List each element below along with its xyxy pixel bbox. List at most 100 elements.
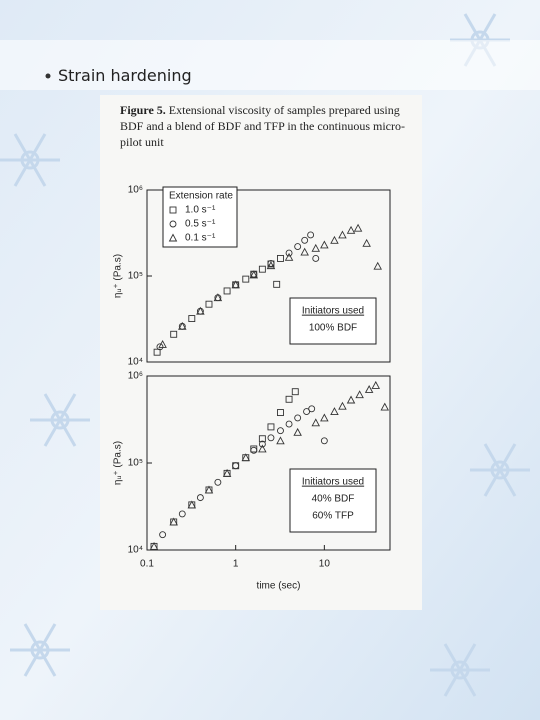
y-tick-label: 10⁶: [128, 185, 143, 196]
marker-triangle: [311, 418, 321, 427]
marker-triangle: [355, 390, 364, 399]
marker-square: [169, 206, 177, 214]
marker-circle: [308, 405, 316, 413]
annotation-box: [289, 297, 377, 345]
marker-circle: [196, 494, 204, 502]
y-axis-label: ηᵤ⁺ (Pa.s): [113, 254, 124, 298]
caption-label: Figure 5.: [120, 103, 166, 117]
annotation-text: Initiators used: [302, 306, 364, 317]
marker-triangle: [213, 293, 223, 302]
figure-image: [100, 95, 422, 610]
marker-triangle: [293, 427, 302, 436]
annotation-text: 100% BDF: [309, 323, 357, 334]
marker-triangle: [284, 252, 294, 261]
caption-line: Figure 5. Extensional viscosity of sampl…: [120, 103, 400, 117]
marker-square: [267, 423, 275, 431]
y-tick-label: 10⁴: [128, 545, 143, 556]
marker-triangle: [178, 321, 187, 330]
x-tick-label: 10: [319, 559, 331, 570]
marker-triangle: [320, 240, 329, 249]
annotation-text: 40% BDF: [312, 494, 355, 505]
marker-circle: [312, 254, 320, 262]
marker-square: [205, 300, 213, 308]
marker-circle: [267, 434, 275, 442]
marker-circle: [267, 259, 275, 267]
marker-triangle: [168, 233, 178, 242]
marker-circle: [294, 243, 302, 251]
marker-circle: [250, 446, 258, 454]
marker-triangle: [300, 247, 309, 256]
caption-line: pilot unit: [120, 135, 164, 149]
marker-circle: [178, 510, 186, 518]
marker-square: [242, 275, 250, 283]
marker-triangle: [196, 306, 205, 315]
marker-circle: [232, 462, 240, 470]
title-band: [0, 40, 540, 90]
y-tick-label: 10⁴: [128, 357, 143, 368]
marker-square: [170, 330, 178, 338]
y-axis-label: ηᵤ⁺ (Pa.s): [113, 441, 124, 485]
y-tick-label: 10⁶: [128, 371, 143, 382]
y-tick-label: 10⁵: [128, 458, 143, 469]
marker-square: [258, 435, 266, 443]
marker-triangle: [187, 500, 197, 509]
marker-triangle: [276, 436, 285, 445]
marker-circle: [277, 427, 284, 435]
marker-triangle: [338, 230, 347, 239]
x-axis-label: time (sec): [257, 581, 301, 592]
marker-circle: [258, 440, 266, 448]
marker-square: [258, 265, 266, 273]
marker-triangle: [320, 413, 329, 422]
marker-circle: [159, 531, 167, 539]
marker-circle: [169, 220, 177, 228]
marker-triangle: [353, 223, 363, 232]
marker-triangle: [373, 261, 382, 270]
bullet-dot: [45, 73, 51, 79]
marker-circle: [285, 420, 293, 428]
marker-triangle: [362, 238, 371, 247]
marker-triangle: [266, 261, 276, 270]
caption-line: BDF and a blend of BDF and TFP in the co…: [120, 119, 405, 133]
marker-circle: [285, 249, 293, 257]
x-tick-label: 0.1: [140, 559, 154, 570]
x-tick-label: 1: [233, 559, 239, 570]
marker-circle: [156, 343, 164, 351]
marker-square: [188, 315, 196, 323]
marker-square: [153, 348, 161, 356]
annotation-text: Initiators used: [302, 477, 364, 488]
legend-label: 1.0 s⁻¹: [185, 205, 216, 216]
marker-triangle: [169, 517, 178, 526]
y-tick-label: 10⁵: [128, 271, 143, 282]
marker-triangle: [204, 485, 214, 494]
bullet-text: Strain hardening: [58, 66, 192, 85]
marker-circle: [320, 437, 328, 445]
annotation-box: [289, 468, 377, 533]
marker-triangle: [338, 401, 347, 410]
marker-triangle: [380, 402, 390, 411]
marker-triangle: [330, 235, 339, 244]
marker-circle: [294, 414, 302, 422]
marker-square: [223, 287, 231, 295]
marker-triangle: [222, 468, 232, 477]
marker-circle: [307, 231, 315, 239]
annotation-text: 60% TFP: [312, 511, 354, 522]
marker-triangle: [241, 453, 251, 462]
marker-square: [285, 395, 293, 403]
marker-triangle: [364, 385, 374, 393]
legend-label: 0.1 s⁻¹: [185, 233, 216, 244]
marker-triangle: [249, 270, 259, 279]
marker-triangle: [371, 380, 381, 389]
marker-square: [277, 254, 284, 262]
legend-label: 0.5 s⁻¹: [185, 219, 216, 230]
legend-title: Extension rate: [169, 191, 233, 202]
legend-box: [162, 186, 238, 248]
marker-triangle: [149, 541, 159, 550]
marker-square: [273, 280, 281, 288]
marker-circle: [301, 236, 309, 244]
marker-triangle: [330, 407, 339, 416]
marker-triangle: [311, 243, 321, 252]
marker-triangle: [346, 395, 356, 404]
marker-triangle: [158, 339, 167, 348]
